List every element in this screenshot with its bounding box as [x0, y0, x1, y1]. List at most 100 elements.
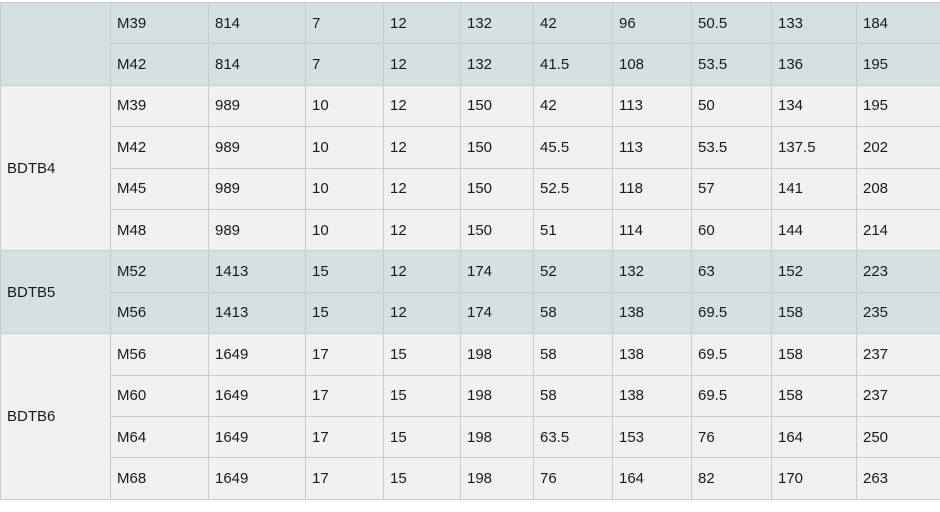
value-cell: 174: [460, 250, 534, 293]
size-cell: M56: [110, 291, 209, 335]
value-cell: 989: [208, 84, 306, 128]
value-cell: 69.5: [691, 291, 772, 335]
size-cell: M64: [110, 415, 209, 459]
value-cell: 113: [612, 126, 692, 169]
value-cell: 113: [612, 84, 692, 128]
spec-table-body: M39 814 7 12 132 42 96 50.5 133 184 M42 814 7 12 132 41…: [0, 1, 940, 500]
value-cell: 133: [771, 1, 857, 45]
value-cell: 1649: [208, 333, 306, 376]
value-cell: 10: [305, 84, 384, 128]
value-cell: 12: [383, 43, 461, 86]
value-cell: 132: [460, 43, 534, 86]
value-cell: 195: [856, 43, 940, 86]
value-cell: 50.5: [691, 1, 772, 45]
value-cell: 138: [612, 291, 692, 335]
group-label-cell: BDTB5: [0, 250, 111, 335]
value-cell: 158: [771, 291, 857, 335]
table-row: BDTB4 M39 989 10 12 150 42 113 50 134 195: [0, 84, 940, 252]
value-cell: 76: [691, 415, 772, 459]
value-cell: 198: [460, 457, 534, 500]
value-cell: 12: [383, 208, 461, 252]
table-row: M68 1649 17 15 198 76 164 82 170 263: [1, 457, 940, 500]
size-cell: M52: [110, 250, 209, 293]
value-cell: 184: [856, 1, 940, 45]
value-cell: 150: [460, 84, 534, 128]
value-cell: 69.5: [691, 374, 772, 417]
value-cell: 12: [383, 1, 461, 45]
value-cell: 237: [856, 333, 940, 376]
value-cell: 45.5: [533, 126, 613, 169]
size-cell: M68: [110, 457, 209, 500]
value-cell: 17: [305, 333, 384, 376]
value-cell: 10: [305, 126, 384, 169]
value-cell: 12: [383, 291, 461, 335]
value-cell: 17: [305, 415, 384, 459]
value-cell: 250: [856, 415, 940, 459]
size-cell: M45: [110, 167, 209, 210]
value-cell: 134: [771, 84, 857, 128]
value-cell: 198: [460, 415, 534, 459]
value-cell: 17: [305, 457, 384, 500]
value-cell: 58: [533, 291, 613, 335]
table-row: BDTB5 M52 1413 15 12 174 52 132 63 152 223: [0, 250, 940, 335]
value-cell: 10: [305, 167, 384, 210]
value-cell: 153: [612, 415, 692, 459]
value-cell: 152: [771, 250, 857, 293]
value-cell: 150: [460, 126, 534, 169]
value-cell: 235: [856, 291, 940, 335]
value-cell: 41.5: [533, 43, 613, 86]
value-cell: 58: [533, 374, 613, 417]
value-cell: 52: [533, 250, 613, 293]
size-cell: M42: [110, 126, 209, 169]
value-cell: 17: [305, 374, 384, 417]
table-row: M42 989 10 12 150 45.5 113 53.5 137.5 202: [1, 126, 940, 169]
spec-table: M39 814 7 12 132 42 96 50.5 133 184 M42 814 7 12 132 41…: [0, 1, 940, 500]
value-cell: 15: [305, 250, 384, 293]
value-cell: 136: [771, 43, 857, 86]
value-cell: 138: [612, 333, 692, 376]
value-cell: 814: [208, 1, 306, 45]
value-cell: 198: [460, 374, 534, 417]
value-cell: 223: [856, 250, 940, 293]
value-cell: 158: [771, 374, 857, 417]
value-cell: 198: [460, 333, 534, 376]
value-cell: 53.5: [691, 43, 772, 86]
value-cell: 52.5: [533, 167, 613, 210]
value-cell: 132: [612, 250, 692, 293]
size-cell: M39: [110, 84, 209, 128]
size-cell: M56: [110, 333, 209, 376]
size-cell: M60: [110, 374, 209, 417]
value-cell: 989: [208, 208, 306, 252]
group-label-cell: BDTB6: [0, 333, 111, 500]
value-cell: 195: [856, 84, 940, 128]
value-cell: 1649: [208, 374, 306, 417]
value-cell: 118: [612, 167, 692, 210]
table-row: M45 989 10 12 150 52.5 118 57 141 208: [1, 167, 940, 210]
value-cell: 132: [460, 1, 534, 45]
value-cell: 814: [208, 43, 306, 86]
value-cell: 237: [856, 374, 940, 417]
value-cell: 53.5: [691, 126, 772, 169]
value-cell: 137.5: [771, 126, 857, 169]
value-cell: 63: [691, 250, 772, 293]
value-cell: 214: [856, 208, 940, 252]
value-cell: 114: [612, 208, 692, 252]
value-cell: 138: [612, 374, 692, 417]
value-cell: 150: [460, 167, 534, 210]
value-cell: 42: [533, 1, 613, 45]
value-cell: 60: [691, 208, 772, 252]
value-cell: 76: [533, 457, 613, 500]
value-cell: 51: [533, 208, 613, 252]
value-cell: 1649: [208, 415, 306, 459]
value-cell: 58: [533, 333, 613, 376]
value-cell: 150: [460, 208, 534, 252]
size-cell: M48: [110, 208, 209, 252]
table-row: M42 814 7 12 132 41.5 108 53.5 136 195: [1, 43, 940, 86]
group-label-cell: BDTB4: [0, 84, 111, 252]
size-cell: M42: [110, 43, 209, 86]
table-row: M48 989 10 12 150 51 114 60 144 214: [1, 208, 940, 252]
value-cell: 15: [383, 374, 461, 417]
value-cell: 174: [460, 291, 534, 335]
value-cell: 108: [612, 43, 692, 86]
value-cell: 12: [383, 167, 461, 210]
